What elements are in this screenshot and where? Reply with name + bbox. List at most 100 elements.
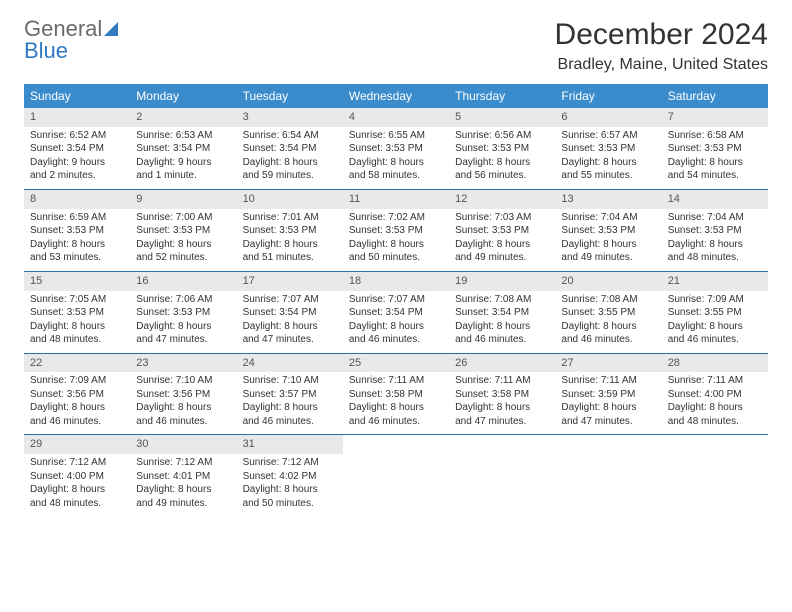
calendar-day-cell: 3Sunrise: 6:54 AMSunset: 3:54 PMDaylight… (237, 108, 343, 189)
daylight-text: and 48 minutes. (30, 497, 124, 511)
daylight-text: Daylight: 8 hours (349, 238, 443, 252)
day-number: 8 (24, 190, 130, 209)
sunset-text: Sunset: 3:54 PM (455, 306, 549, 320)
sunrise-text: Sunrise: 7:12 AM (243, 456, 337, 470)
daylight-text: and 46 minutes. (349, 415, 443, 429)
sunrise-text: Sunrise: 6:54 AM (243, 129, 337, 143)
sunset-text: Sunset: 3:53 PM (136, 306, 230, 320)
sunrise-text: Sunrise: 6:55 AM (349, 129, 443, 143)
day-number: 11 (343, 190, 449, 209)
calendar-day-cell: 9Sunrise: 7:00 AMSunset: 3:53 PMDaylight… (130, 189, 236, 271)
day-number: 31 (237, 435, 343, 454)
sunset-text: Sunset: 4:00 PM (668, 388, 762, 402)
sunrise-text: Sunrise: 7:11 AM (561, 374, 655, 388)
calendar-day-cell: 29Sunrise: 7:12 AMSunset: 4:00 PMDayligh… (24, 435, 130, 516)
daylight-text: and 46 minutes. (455, 333, 549, 347)
calendar-day-cell: 5Sunrise: 6:56 AMSunset: 3:53 PMDaylight… (449, 108, 555, 189)
day-number: 15 (24, 272, 130, 291)
sunrise-text: Sunrise: 7:10 AM (136, 374, 230, 388)
daylight-text: and 46 minutes. (668, 333, 762, 347)
logo-text-blue: Blue (24, 40, 122, 62)
calendar-day-cell: 30Sunrise: 7:12 AMSunset: 4:01 PMDayligh… (130, 435, 236, 516)
weekday-header: Sunday (24, 84, 130, 108)
calendar-table: SundayMondayTuesdayWednesdayThursdayFrid… (24, 84, 768, 516)
weekday-header: Thursday (449, 84, 555, 108)
sunset-text: Sunset: 3:53 PM (668, 142, 762, 156)
sunrise-text: Sunrise: 7:12 AM (136, 456, 230, 470)
daylight-text: and 46 minutes. (349, 333, 443, 347)
weekday-header: Saturday (662, 84, 768, 108)
sunset-text: Sunset: 3:53 PM (668, 224, 762, 238)
daylight-text: and 47 minutes. (561, 415, 655, 429)
day-number: 30 (130, 435, 236, 454)
sunset-text: Sunset: 3:59 PM (561, 388, 655, 402)
daylight-text: Daylight: 8 hours (243, 238, 337, 252)
day-number: 4 (343, 108, 449, 127)
sunset-text: Sunset: 3:55 PM (561, 306, 655, 320)
sunrise-text: Sunrise: 6:59 AM (30, 211, 124, 225)
daylight-text: and 48 minutes. (668, 415, 762, 429)
calendar-empty-cell (449, 435, 555, 516)
daylight-text: and 54 minutes. (668, 169, 762, 183)
sunset-text: Sunset: 3:54 PM (136, 142, 230, 156)
day-number: 2 (130, 108, 236, 127)
day-number: 29 (24, 435, 130, 454)
daylight-text: and 47 minutes. (136, 333, 230, 347)
calendar-day-cell: 26Sunrise: 7:11 AMSunset: 3:58 PMDayligh… (449, 353, 555, 435)
calendar-day-cell: 4Sunrise: 6:55 AMSunset: 3:53 PMDaylight… (343, 108, 449, 189)
calendar-day-cell: 25Sunrise: 7:11 AMSunset: 3:58 PMDayligh… (343, 353, 449, 435)
sunrise-text: Sunrise: 7:11 AM (455, 374, 549, 388)
calendar-day-cell: 31Sunrise: 7:12 AMSunset: 4:02 PMDayligh… (237, 435, 343, 516)
sunrise-text: Sunrise: 6:53 AM (136, 129, 230, 143)
day-number: 27 (555, 354, 661, 373)
calendar-day-cell: 8Sunrise: 6:59 AMSunset: 3:53 PMDaylight… (24, 189, 130, 271)
sunset-text: Sunset: 3:54 PM (243, 142, 337, 156)
sunrise-text: Sunrise: 7:10 AM (243, 374, 337, 388)
sunset-text: Sunset: 3:57 PM (243, 388, 337, 402)
daylight-text: Daylight: 8 hours (136, 401, 230, 415)
daylight-text: Daylight: 8 hours (243, 483, 337, 497)
sunset-text: Sunset: 3:54 PM (243, 306, 337, 320)
daylight-text: Daylight: 8 hours (30, 320, 124, 334)
daylight-text: and 1 minute. (136, 169, 230, 183)
day-number: 1 (24, 108, 130, 127)
sunrise-text: Sunrise: 7:11 AM (668, 374, 762, 388)
daylight-text: Daylight: 8 hours (668, 156, 762, 170)
sunset-text: Sunset: 3:53 PM (30, 224, 124, 238)
daylight-text: and 59 minutes. (243, 169, 337, 183)
sunrise-text: Sunrise: 6:52 AM (30, 129, 124, 143)
daylight-text: Daylight: 8 hours (455, 401, 549, 415)
daylight-text: and 47 minutes. (243, 333, 337, 347)
calendar-empty-cell (343, 435, 449, 516)
sunset-text: Sunset: 3:53 PM (243, 224, 337, 238)
sunset-text: Sunset: 3:53 PM (349, 142, 443, 156)
daylight-text: Daylight: 8 hours (455, 320, 549, 334)
sunset-text: Sunset: 3:53 PM (561, 142, 655, 156)
calendar-header-row: SundayMondayTuesdayWednesdayThursdayFrid… (24, 84, 768, 108)
daylight-text: and 50 minutes. (349, 251, 443, 265)
sunset-text: Sunset: 3:55 PM (668, 306, 762, 320)
daylight-text: Daylight: 8 hours (561, 156, 655, 170)
daylight-text: and 50 minutes. (243, 497, 337, 511)
daylight-text: and 53 minutes. (30, 251, 124, 265)
day-number: 23 (130, 354, 236, 373)
day-number: 5 (449, 108, 555, 127)
daylight-text: Daylight: 8 hours (561, 238, 655, 252)
sunset-text: Sunset: 3:58 PM (455, 388, 549, 402)
daylight-text: Daylight: 8 hours (561, 320, 655, 334)
daylight-text: Daylight: 8 hours (136, 238, 230, 252)
sunrise-text: Sunrise: 6:56 AM (455, 129, 549, 143)
daylight-text: and 56 minutes. (455, 169, 549, 183)
sunrise-text: Sunrise: 7:05 AM (30, 293, 124, 307)
daylight-text: Daylight: 8 hours (30, 483, 124, 497)
day-number: 12 (449, 190, 555, 209)
calendar-day-cell: 16Sunrise: 7:06 AMSunset: 3:53 PMDayligh… (130, 271, 236, 353)
calendar-day-cell: 11Sunrise: 7:02 AMSunset: 3:53 PMDayligh… (343, 189, 449, 271)
day-number: 3 (237, 108, 343, 127)
logo-sail-icon (104, 18, 122, 40)
calendar-day-cell: 24Sunrise: 7:10 AMSunset: 3:57 PMDayligh… (237, 353, 343, 435)
calendar-day-cell: 21Sunrise: 7:09 AMSunset: 3:55 PMDayligh… (662, 271, 768, 353)
daylight-text: Daylight: 8 hours (668, 320, 762, 334)
daylight-text: Daylight: 8 hours (668, 401, 762, 415)
sunrise-text: Sunrise: 7:04 AM (561, 211, 655, 225)
